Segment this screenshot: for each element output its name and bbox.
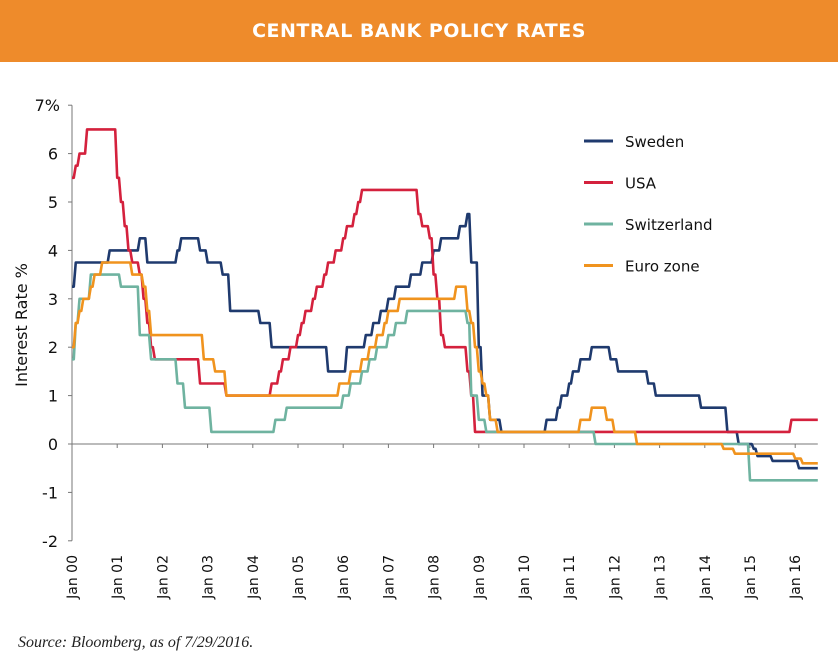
chart-title: CENTRAL BANK POLICY RATES xyxy=(252,20,586,42)
x-tick-label: Jan 08 xyxy=(427,555,443,600)
y-tick-label: -2 xyxy=(42,532,58,551)
x-tick-label: Jan 15 xyxy=(743,555,759,600)
series-line-usa xyxy=(72,128,818,434)
x-tick-label: Jan 13 xyxy=(653,555,669,600)
series-line-sweden xyxy=(72,212,818,470)
x-tick-label: Jan 04 xyxy=(246,555,262,600)
y-tick-label: 3 xyxy=(48,290,58,309)
y-tick-label: 0 xyxy=(48,435,58,454)
legend-label: Sweden xyxy=(625,133,684,151)
x-tick-label: Jan 14 xyxy=(698,555,714,600)
x-tick-label: Jan 06 xyxy=(336,555,352,600)
y-tick-label: 5 xyxy=(48,193,58,212)
x-tick-label: Jan 09 xyxy=(472,555,488,600)
y-tick-label: 6 xyxy=(48,145,58,164)
y-axis-label: Interest Rate % xyxy=(12,263,31,387)
x-tick-label: Jan 03 xyxy=(201,555,217,600)
x-tick-label: Jan 05 xyxy=(291,555,307,600)
source-note: Source: Bloomberg, as of 7/29/2016. xyxy=(18,634,254,651)
legend-label: USA xyxy=(625,175,657,193)
series-line-switzerland xyxy=(72,273,818,482)
chart-title-banner: CENTRAL BANK POLICY RATES xyxy=(0,0,838,62)
series-line-euro-zone xyxy=(72,261,818,465)
x-tick-label: Jan 02 xyxy=(155,555,171,600)
x-tick-label: Jan 16 xyxy=(788,555,804,600)
x-tick-label: Jan 12 xyxy=(607,555,623,600)
x-tick-label: Jan 01 xyxy=(110,555,126,600)
y-tick-label: 4 xyxy=(48,241,58,260)
x-tick-label: Jan 00 xyxy=(65,555,81,600)
x-tick-label: Jan 11 xyxy=(562,555,578,600)
legend-label: Switzerland xyxy=(625,216,713,234)
y-tick-label: 2 xyxy=(48,338,58,357)
legend-label: Euro zone xyxy=(625,258,700,276)
y-tick-label: -1 xyxy=(42,483,58,502)
y-tick-label: 1 xyxy=(48,387,58,406)
y-tick-label: 7% xyxy=(35,96,60,115)
x-tick-label: Jan 07 xyxy=(381,555,397,600)
x-tick-label: Jan 10 xyxy=(517,555,533,600)
